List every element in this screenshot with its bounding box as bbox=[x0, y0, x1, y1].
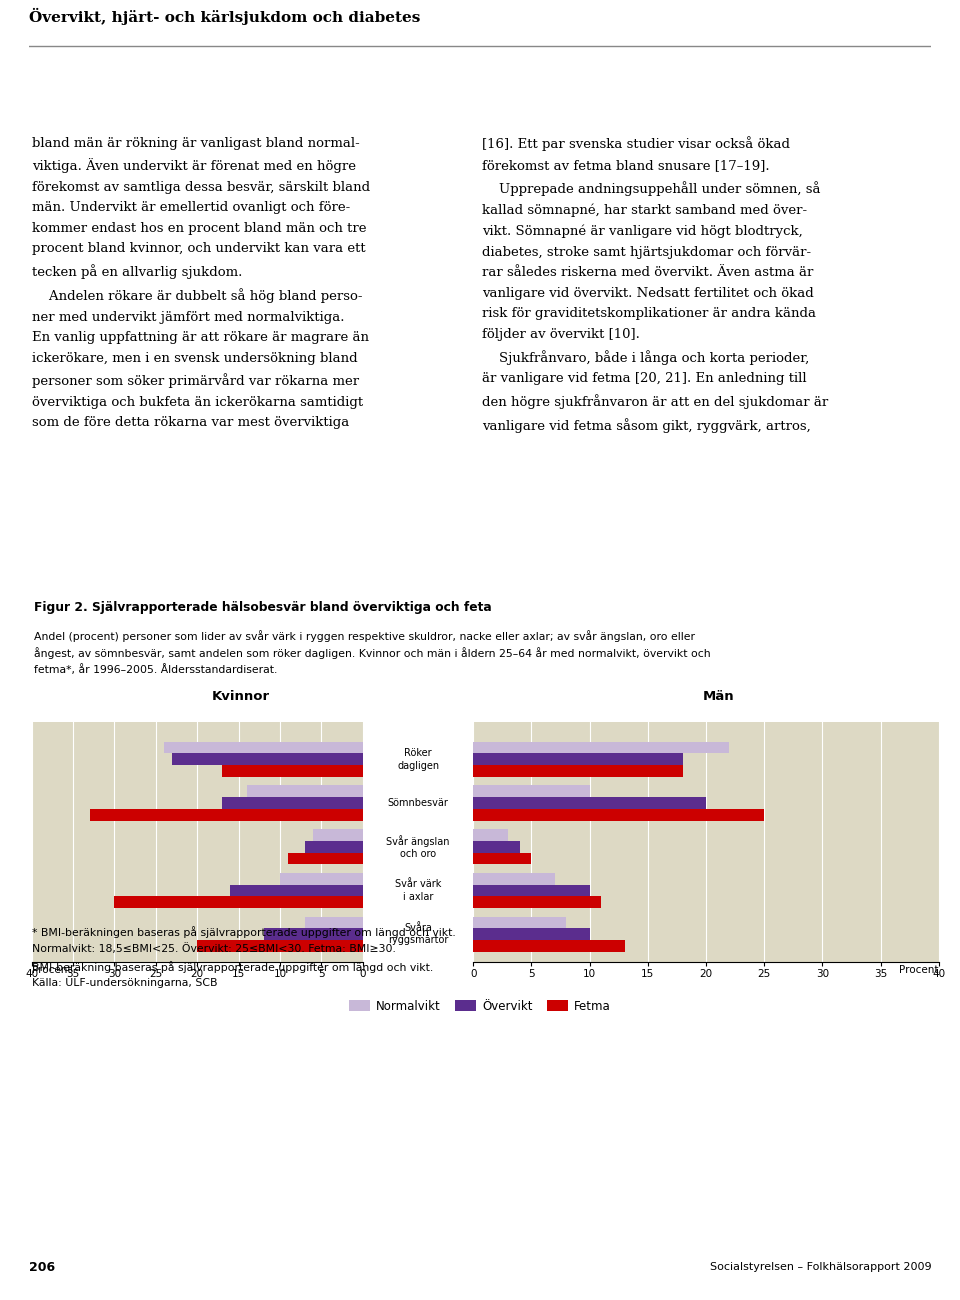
Text: Svår ängslan
och oro: Svår ängslan och oro bbox=[386, 835, 450, 859]
Bar bbox=[473, 797, 706, 809]
Bar bbox=[222, 766, 363, 777]
Bar bbox=[473, 809, 764, 820]
Text: Kvinnor: Kvinnor bbox=[212, 690, 270, 703]
Bar bbox=[473, 754, 683, 766]
Bar bbox=[473, 928, 589, 940]
Bar bbox=[89, 809, 363, 820]
Text: bland män är rökning är vanligast bland normal-
viktiga. Även undervikt är fören: bland män är rökning är vanligast bland … bbox=[32, 136, 370, 429]
Bar bbox=[280, 872, 363, 884]
Bar bbox=[247, 785, 363, 797]
Text: Figur 2. Självrapporterade hälsobesvär bland överviktiga och feta: Figur 2. Självrapporterade hälsobesvär b… bbox=[34, 601, 492, 614]
Bar bbox=[305, 916, 363, 928]
Text: Andel (procent) personer som lider av svår värk i ryggen respektive skuldror, na: Andel (procent) personer som lider av sv… bbox=[34, 630, 710, 675]
Bar bbox=[305, 841, 363, 853]
Text: Socialstyrelsen – Folkhälsorapport 2009: Socialstyrelsen – Folkhälsorapport 2009 bbox=[709, 1262, 931, 1273]
Text: Svår värk
i axlar: Svår värk i axlar bbox=[395, 879, 442, 902]
Text: 206: 206 bbox=[29, 1261, 55, 1274]
Bar bbox=[313, 829, 363, 841]
Bar bbox=[114, 897, 363, 909]
Bar bbox=[288, 853, 363, 865]
Text: [16]. Ett par svenska studier visar också ökad
förekomst av fetma bland snusare : [16]. Ett par svenska studier visar ocks… bbox=[482, 136, 828, 433]
Legend: Normalvikt, Övervikt, Fetma: Normalvikt, Övervikt, Fetma bbox=[345, 994, 615, 1018]
Bar bbox=[473, 916, 566, 928]
Bar bbox=[164, 741, 363, 754]
Text: Procent: Procent bbox=[32, 965, 71, 975]
Bar bbox=[473, 884, 589, 897]
Text: * BMI-beräkningen baseras på självrapporterade uppgifter om längd och vikt.
Norm: * BMI-beräkningen baseras på självrappor… bbox=[32, 926, 455, 988]
Text: Procent: Procent bbox=[900, 965, 939, 975]
Bar bbox=[473, 829, 508, 841]
Bar bbox=[473, 872, 555, 884]
Bar bbox=[473, 766, 683, 777]
Bar bbox=[263, 928, 363, 940]
Bar bbox=[473, 741, 730, 754]
Text: Män: Män bbox=[703, 690, 733, 703]
Bar bbox=[222, 797, 363, 809]
Bar bbox=[473, 940, 625, 952]
Bar bbox=[473, 841, 519, 853]
Bar bbox=[473, 897, 601, 909]
Text: Övervikt, hjärt- och kärlsjukdom och diabetes: Övervikt, hjärt- och kärlsjukdom och dia… bbox=[29, 8, 420, 25]
Bar bbox=[173, 754, 363, 766]
Bar bbox=[198, 940, 363, 952]
Text: Svåra
ryggsmärtor: Svåra ryggsmärtor bbox=[388, 923, 448, 945]
Bar bbox=[473, 853, 532, 865]
Text: Sömnbesvär: Sömnbesvär bbox=[388, 798, 448, 809]
Bar bbox=[473, 785, 589, 797]
Bar bbox=[230, 884, 363, 897]
Text: Röker
dagligen: Röker dagligen bbox=[397, 747, 439, 771]
